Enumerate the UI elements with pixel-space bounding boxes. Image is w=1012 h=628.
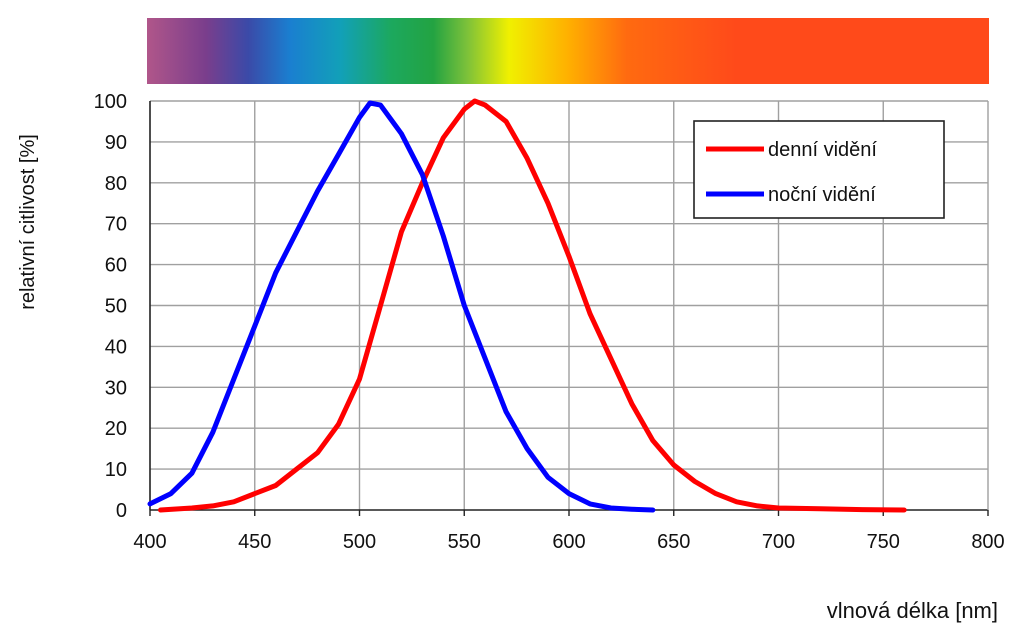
x-axis-label: vlnová délka [nm] <box>827 598 998 623</box>
x-tick-label: 800 <box>971 531 1004 553</box>
y-tick-label: 30 <box>105 377 127 399</box>
x-tick-label: 500 <box>343 531 376 553</box>
x-tick-label: 400 <box>133 531 166 553</box>
y-tick-label: 70 <box>105 214 127 236</box>
y-tick-label: 100 <box>94 91 127 113</box>
y-tick-label: 60 <box>105 255 127 277</box>
x-tick-label: 650 <box>657 531 690 553</box>
y-tick-label: 50 <box>105 296 127 318</box>
y-tick-label: 90 <box>105 132 127 154</box>
x-tick-label: 450 <box>238 531 271 553</box>
legend-label: denní vidění <box>768 139 877 161</box>
y-tick-label: 20 <box>105 418 127 440</box>
series-line <box>147 100 656 513</box>
y-axis-label: relativní citlivost [%] <box>17 134 39 310</box>
series-line <box>158 98 907 513</box>
legend-label: noční vidění <box>768 184 876 206</box>
y-tick-label: 0 <box>116 500 127 522</box>
x-tick-label: 550 <box>448 531 481 553</box>
series-layer <box>147 98 907 513</box>
x-tick-label: 600 <box>552 531 585 553</box>
legend-box <box>693 120 945 219</box>
y-tick-label: 80 <box>105 173 127 195</box>
y-tick-label: 40 <box>105 336 127 358</box>
x-tick-label: 750 <box>867 531 900 553</box>
legend: denní vidění noční vidění <box>693 120 945 219</box>
x-tick-label: 700 <box>762 531 795 553</box>
spectrum-bar <box>147 18 989 84</box>
y-tick-label: 10 <box>105 459 127 481</box>
